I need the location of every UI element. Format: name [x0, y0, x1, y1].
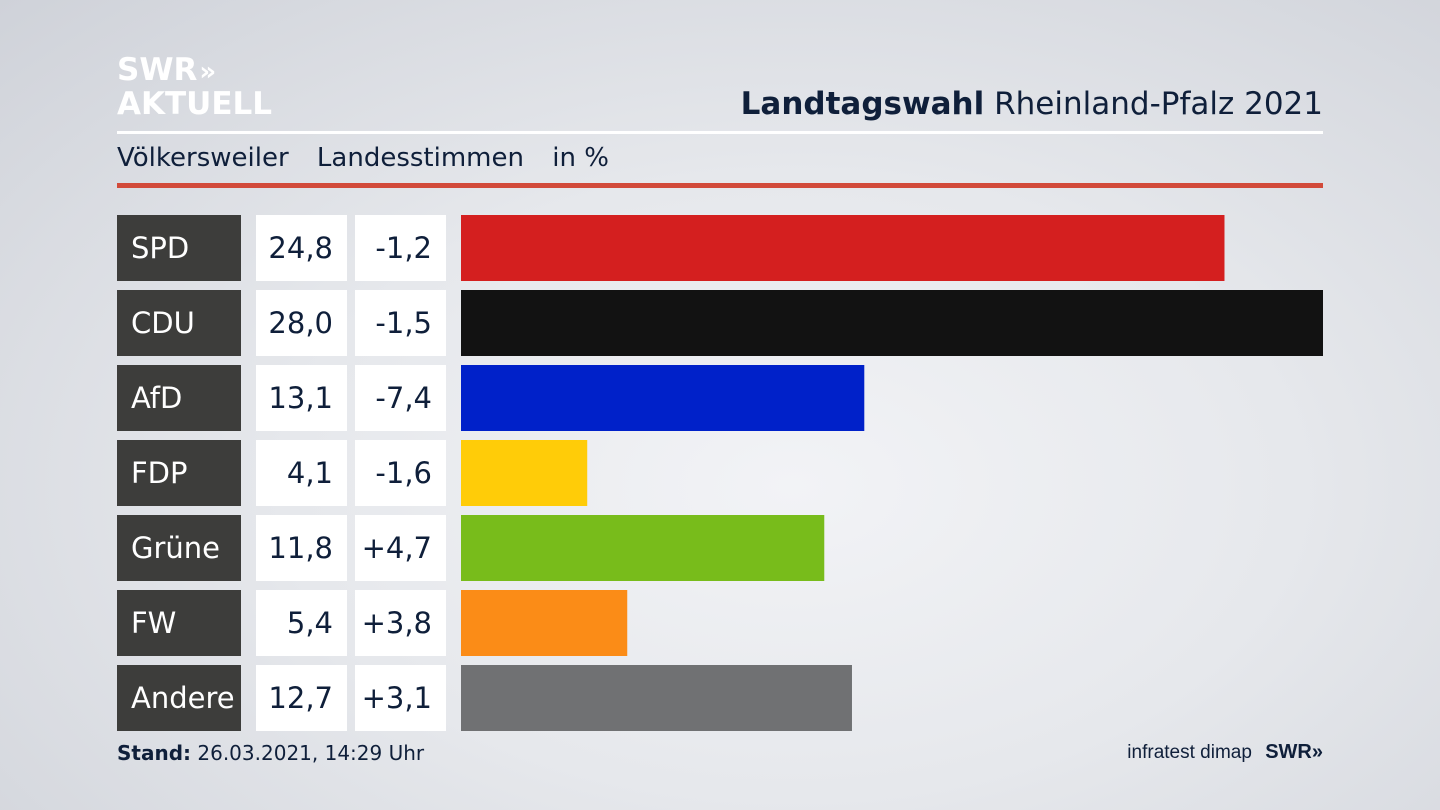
value-label-fdp: 4,1	[287, 456, 333, 490]
swr-footer-logo: SWR»	[1265, 741, 1323, 763]
value-box-afd	[256, 365, 347, 431]
header-divider	[117, 131, 1323, 134]
source-credit: infratest dimap SWR»	[1127, 741, 1323, 764]
page-title: Landtagswahl Rheinland-Pfalz 2021	[741, 86, 1323, 122]
bar-andere	[461, 665, 852, 731]
change-box-spd	[355, 215, 446, 281]
change-label-andere: +3,1	[362, 681, 432, 715]
change-box-fdp	[355, 440, 446, 506]
value-box-spd	[256, 215, 347, 281]
change-box-andere	[355, 665, 446, 731]
value-label-andere: 12,7	[268, 681, 333, 715]
party-label-box-fw	[117, 590, 241, 656]
value-label-spd: 24,8	[268, 231, 333, 265]
value-label-cdu: 28,0	[268, 306, 333, 340]
subtitle-type: Landesstimmen	[316, 143, 524, 173]
change-label-fdp: -1,6	[375, 456, 432, 490]
swr-aktuell-logo: SWR» AKTUELL	[117, 54, 272, 120]
value-box-andere	[256, 665, 347, 731]
party-label-afd: AfD	[131, 381, 182, 415]
bar-fdp	[461, 440, 588, 506]
change-label-cdu: -1,5	[375, 306, 432, 340]
party-label-box-spd	[117, 215, 241, 281]
bar-afd	[461, 365, 865, 431]
title-bold: Landtagswahl	[740, 86, 985, 122]
value-box-grne	[256, 515, 347, 581]
party-label-box-fdp	[117, 440, 241, 506]
change-label-fw: +3,8	[362, 606, 432, 640]
party-label-fw: FW	[131, 606, 176, 640]
change-label-grne: +4,7	[362, 531, 432, 565]
stand-value: 26.03.2021, 14:29 Uhr	[197, 741, 425, 765]
bar-fw	[461, 590, 628, 656]
party-label-fdp: FDP	[131, 456, 188, 490]
bar-spd	[461, 215, 1225, 281]
value-box-fw	[256, 590, 347, 656]
accent-divider	[117, 183, 1323, 188]
subtitle: Völkersweiler Landesstimmen in %	[117, 143, 629, 173]
bar-grne	[461, 515, 825, 581]
stand-label: Stand:	[117, 741, 192, 765]
party-label-box-andere	[117, 665, 241, 731]
change-box-afd	[355, 365, 446, 431]
logo-swr-text: SWR	[117, 52, 198, 88]
subtitle-unit: in %	[552, 143, 609, 173]
change-box-cdu	[355, 290, 446, 356]
party-label-box-grne	[117, 515, 241, 581]
value-label-afd: 13,1	[268, 381, 333, 415]
party-label-spd: SPD	[131, 231, 189, 265]
party-label-box-cdu	[117, 290, 241, 356]
change-box-fw	[355, 590, 446, 656]
value-box-fdp	[256, 440, 347, 506]
party-label-grne: Grüne	[131, 531, 220, 565]
timestamp: Stand: 26.03.2021, 14:29 Uhr	[117, 741, 424, 765]
bar-cdu	[461, 290, 1323, 356]
value-label-fw: 5,4	[287, 606, 333, 640]
change-box-grne	[355, 515, 446, 581]
title-regular: Rheinland-Pfalz 2021	[994, 86, 1323, 122]
party-label-cdu: CDU	[131, 306, 195, 340]
party-label-andere: Andere	[131, 681, 235, 715]
party-label-box-afd	[117, 365, 241, 431]
subtitle-place: Völkersweiler	[117, 143, 289, 173]
source-text: infratest dimap	[1127, 742, 1252, 763]
logo-arrows-icon: »	[199, 57, 217, 87]
value-label-grne: 11,8	[268, 531, 333, 565]
logo-aktuell-text: AKTUELL	[117, 86, 273, 122]
value-box-cdu	[256, 290, 347, 356]
change-label-afd: -7,4	[375, 381, 432, 415]
change-label-spd: -1,2	[375, 231, 432, 265]
